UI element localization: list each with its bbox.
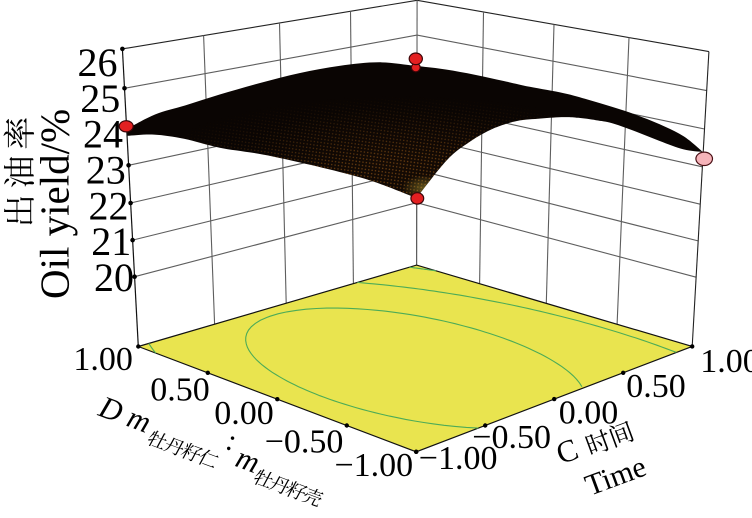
svg-text:−1.00: −1.00 [335, 447, 414, 484]
svg-text:1.00: 1.00 [700, 343, 752, 380]
svg-text:−1.00: −1.00 [419, 440, 498, 477]
svg-text:25: 25 [80, 76, 120, 121]
svg-text:21: 21 [91, 219, 131, 264]
svg-text:0.50: 0.50 [150, 371, 210, 408]
svg-text:−0.50: −0.50 [265, 423, 344, 460]
svg-text:0.00: 0.00 [559, 395, 619, 432]
svg-text:23: 23 [86, 148, 126, 193]
svg-text:−0.50: −0.50 [472, 419, 551, 456]
svg-text:0.00: 0.00 [214, 395, 274, 432]
svg-text:24: 24 [83, 112, 123, 157]
svg-text:Oil yield/%: Oil yield/% [32, 109, 78, 299]
svg-text:20: 20 [94, 255, 134, 300]
svg-text:0.50: 0.50 [626, 368, 686, 405]
svg-text:26: 26 [78, 40, 118, 85]
svg-text:1.00: 1.00 [73, 341, 133, 378]
svg-text:22: 22 [89, 183, 129, 228]
